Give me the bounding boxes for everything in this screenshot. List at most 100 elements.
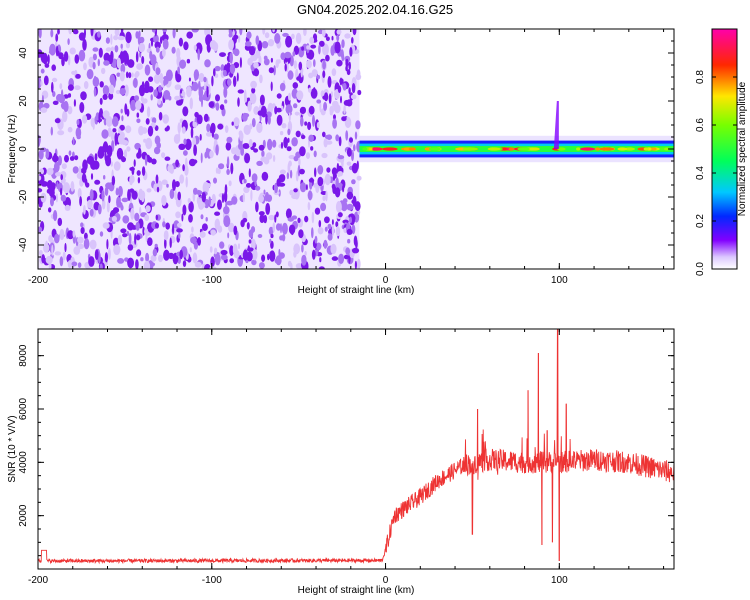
signal-core-blob — [508, 147, 515, 151]
noise-blob — [138, 191, 141, 196]
noise-blob — [38, 76, 42, 89]
noise-blob — [57, 217, 63, 227]
noise-blob — [61, 110, 68, 123]
noise-blob — [335, 177, 339, 190]
noise-blob — [193, 144, 198, 156]
noise-blob — [268, 214, 275, 221]
noise-blob — [203, 76, 207, 83]
noise-blob — [255, 35, 260, 46]
noise-blob — [341, 39, 345, 48]
noise-blob — [120, 228, 127, 234]
noise-blob — [308, 134, 315, 142]
noise-blob — [227, 78, 232, 87]
noise-blob — [77, 262, 82, 268]
noise-blob — [174, 84, 179, 90]
noise-blob — [120, 63, 126, 74]
noise-blob — [268, 226, 274, 236]
noise-blob — [332, 118, 337, 129]
noise-blob — [121, 115, 124, 122]
noise-blob — [87, 199, 93, 209]
noise-blob — [117, 234, 122, 245]
noise-blob — [331, 256, 339, 261]
top-ytick-label-1: -20 — [18, 189, 29, 204]
noise-blob — [312, 114, 315, 127]
noise-blob — [258, 195, 264, 203]
noise-blob — [229, 258, 234, 264]
noise-blob — [317, 165, 324, 175]
noise-blob — [92, 47, 99, 52]
noise-blob — [62, 251, 66, 261]
noise-blob — [282, 32, 289, 37]
noise-blob — [99, 81, 104, 88]
noise-blob — [103, 60, 110, 66]
noise-blob — [169, 237, 172, 249]
noise-blob — [274, 214, 277, 223]
noise-blob — [179, 249, 183, 260]
noise-blob — [310, 44, 317, 49]
noise-blob — [99, 263, 103, 269]
noise-blob — [39, 168, 44, 175]
noise-blob — [74, 54, 80, 64]
noise-blob — [110, 33, 113, 45]
noise-blob — [97, 204, 102, 215]
noise-blob — [125, 31, 132, 44]
noise-blob — [279, 131, 284, 136]
noise-blob — [288, 112, 291, 122]
noise-blob — [281, 234, 286, 242]
noise-blob — [259, 74, 263, 84]
noise-blob — [200, 214, 204, 220]
noise-blob — [89, 227, 95, 235]
noise-blob — [38, 135, 41, 147]
noise-blob — [165, 222, 170, 230]
noise-blob — [101, 190, 105, 202]
noise-blob — [233, 225, 238, 236]
noise-blob — [250, 226, 256, 233]
noise-blob — [136, 112, 140, 118]
noise-blob — [178, 37, 183, 47]
noise-blob — [351, 247, 360, 254]
noise-blob — [244, 153, 251, 164]
noise-blob — [43, 75, 49, 86]
noise-blob — [78, 165, 82, 176]
noise-blob — [153, 89, 158, 98]
noise-blob — [335, 226, 341, 237]
noise-blob — [213, 68, 216, 77]
noise-blob — [296, 76, 302, 81]
noise-blob — [131, 72, 134, 78]
noise-blob — [191, 226, 194, 233]
noise-blob — [281, 123, 287, 129]
noise-blob — [161, 179, 168, 185]
noise-blob — [124, 84, 129, 97]
noise-blob — [50, 29, 54, 38]
noise-blob — [57, 155, 63, 166]
noise-blob — [308, 105, 315, 115]
noise-blob — [219, 241, 225, 249]
noise-blob — [348, 61, 352, 70]
noise-blob — [111, 215, 117, 222]
noise-blob — [278, 248, 281, 257]
noise-blob — [289, 55, 294, 67]
noise-blob — [89, 189, 94, 201]
noise-blob — [175, 181, 180, 188]
noise-blob — [351, 179, 356, 185]
noise-blob — [186, 31, 193, 39]
noise-blob — [48, 235, 53, 243]
noise-blob — [297, 217, 301, 223]
noise-blob — [177, 122, 181, 134]
noise-blob — [229, 245, 234, 257]
noise-blob — [269, 250, 276, 262]
noise-blob — [331, 219, 334, 226]
noise-blob — [78, 49, 86, 62]
noise-blob — [211, 193, 216, 204]
noise-blob — [239, 29, 243, 36]
noise-blob — [224, 99, 228, 104]
noise-blob — [111, 46, 114, 52]
noise-blob — [248, 239, 252, 244]
noise-blob — [208, 101, 215, 108]
noise-blob — [313, 150, 317, 158]
noise-blob — [88, 256, 95, 267]
noise-blob — [48, 207, 52, 213]
noise-blob — [214, 65, 221, 72]
noise-blob — [73, 246, 81, 255]
noise-blob — [317, 176, 324, 187]
